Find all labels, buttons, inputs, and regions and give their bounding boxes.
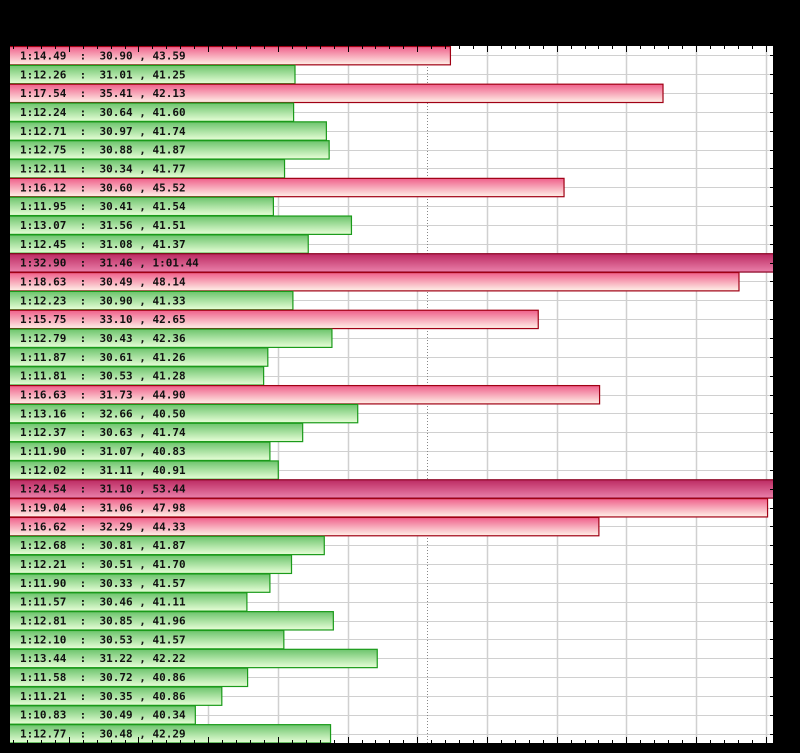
lap-bar: 1:11.58 : 30.72 , 40.86: [10, 667, 249, 688]
bar-label: 1:12.45 : 31.08 , 41.37: [20, 238, 186, 251]
lap-bar: 1:17.54 : 35.41 , 42.13: [10, 83, 664, 104]
bar-label: 1:11.90 : 30.33 , 41.57: [20, 577, 186, 590]
lap-bar: 1:10.83 : 30.49 , 40.34: [10, 705, 196, 725]
bar-label: 1:16.63 : 31.73 , 44.90: [20, 389, 186, 402]
bar-label: 1:24.54 : 31.10 , 53.44: [20, 483, 186, 496]
lap-bar: 1:12.26 : 31.01 , 41.25: [10, 64, 296, 85]
bar-label: 1:11.81 : 30.53 , 41.28: [20, 370, 186, 383]
bar-label: 1:12.26 : 31.01 , 41.25: [20, 68, 186, 81]
bar-label: 1:18.63 : 30.49 , 48.14: [20, 275, 186, 288]
lap-bar: 1:16.62 : 32.29 , 44.33: [10, 516, 600, 537]
lap-bar: 1:12.75 : 30.88 , 41.87: [10, 140, 330, 160]
bar-label: 1:13.16 : 32.66 , 40.50: [20, 407, 186, 420]
bar-label: 1:11.21 : 30.35 , 40.86: [20, 690, 186, 703]
lap-bar: 1:24.54 : 31.10 , 53.44: [10, 479, 773, 499]
bar-label: 1:12.23 : 30.90 , 41.33: [20, 294, 186, 307]
bar-label: 1:16.12 : 30.60 , 45.52: [20, 181, 186, 194]
bar-label: 1:12.24 : 30.64 , 41.60: [20, 106, 186, 119]
lap-bar: 1:32.90 : 31.46 , 1:01.44: [10, 253, 773, 273]
lap-bar: 1:14.49 : 30.90 , 43.59: [10, 46, 452, 66]
lap-bar: 1:12.11 : 30.34 , 41.77: [10, 158, 286, 179]
bar-rect: [10, 724, 332, 743]
bar-rect: [10, 177, 565, 198]
lap-bar: 1:11.90 : 31.07 , 40.83: [10, 441, 271, 462]
bar-label: 1:15.75 : 33.10 , 42.65: [20, 313, 186, 326]
lap-bar: 1:15.75 : 33.10 , 42.65: [10, 309, 539, 330]
bar-label: 1:11.58 : 30.72 , 40.86: [20, 671, 186, 684]
bar-label: 1:14.49 : 30.90 , 43.59: [20, 49, 186, 62]
bar-label: 1:11.90 : 31.07 , 40.83: [20, 445, 186, 458]
lap-bar: 1:11.81 : 30.53 , 41.28: [10, 366, 265, 386]
lap-bar: 1:13.07 : 31.56 , 41.51: [10, 215, 353, 235]
bar-label: 1:12.21 : 30.51 , 41.70: [20, 558, 186, 571]
lap-bar: 1:12.23 : 30.90 , 41.33: [10, 290, 294, 311]
lap-bar: 1:13.44 : 31.22 , 42.22: [10, 648, 378, 669]
lap-bar: 1:11.87 : 30.61 , 41.26: [10, 347, 269, 367]
lap-bar: 1:16.63 : 31.73 , 44.90: [10, 384, 601, 405]
lap-bar: 1:12.02 : 31.11 , 40.91: [10, 460, 279, 480]
bar-label: 1:11.57 : 30.46 , 41.11: [20, 596, 186, 609]
lap-bar: 1:11.95 : 30.41 , 41.54: [10, 196, 274, 217]
bar-label: 1:12.37 : 30.63 , 41.74: [20, 426, 186, 439]
bar-label: 1:19.04 : 31.06 , 47.98: [20, 502, 186, 515]
lap-bar: 1:18.63 : 30.49 , 48.14: [10, 271, 740, 292]
lap-bar: 1:11.21 : 30.35 , 40.86: [10, 686, 223, 706]
bar-label: 1:12.71 : 30.97 , 41.74: [20, 125, 186, 138]
lap-bar: 1:12.79 : 30.43 , 42.36: [10, 328, 333, 349]
bar-label: 1:13.07 : 31.56 , 41.51: [20, 219, 186, 232]
bar-label: 1:11.95 : 30.41 , 41.54: [20, 200, 186, 213]
lap-bar: 1:13.16 : 32.66 , 40.50: [10, 403, 359, 424]
lap-bar: 1:16.12 : 30.60 , 45.52: [10, 177, 565, 198]
lap-bar: 1:12.81 : 30.85 , 41.96: [10, 611, 334, 631]
bar-rect: [10, 271, 740, 292]
lap-bar: 1:11.57 : 30.46 , 41.11: [10, 592, 248, 612]
bar-label: 1:32.90 : 31.46 , 1:01.44: [20, 257, 199, 270]
bar-label: 1:16.62 : 32.29 , 44.33: [20, 520, 186, 533]
bar-label: 1:12.77 : 30.48 , 42.29: [20, 728, 186, 741]
lap-bar: 1:12.37 : 30.63 , 41.74: [10, 422, 304, 443]
bar-label: 1:12.81 : 30.85 , 41.96: [20, 615, 186, 628]
axis-ticks: [13, 46, 773, 743]
bar-label: 1:11.87 : 30.61 , 41.26: [20, 351, 186, 364]
lap-bar: 1:12.68 : 30.81 , 41.87: [10, 535, 325, 556]
bar-label: 1:12.11 : 30.34 , 41.77: [20, 162, 186, 175]
bar-rect: [10, 83, 664, 104]
bar-label: 1:13.44 : 31.22 , 42.22: [20, 652, 186, 665]
lap-bar: 1:12.21 : 30.51 , 41.70: [10, 554, 293, 575]
bar-label: 1:12.02 : 31.11 , 40.91: [20, 464, 186, 477]
lap-bar: 1:12.24 : 30.64 , 41.60: [10, 102, 295, 122]
bars: 1:14.49 : 30.90 , 43.59 1:12.26 : 31.01 ,…: [10, 46, 773, 743]
lap-bar: 1:12.10 : 30.53 , 41.57: [10, 629, 285, 650]
bar-label: 1:10.83 : 30.49 , 40.34: [20, 709, 186, 722]
lap-bar: 1:12.77 : 30.48 , 42.29: [10, 724, 332, 743]
bar-label: 1:12.75 : 30.88 , 41.87: [20, 144, 186, 157]
bar-label: 1:12.68 : 30.81 , 41.87: [20, 539, 186, 552]
lap-bar: 1:12.45 : 31.08 , 41.37: [10, 234, 309, 254]
bar-label: 1:12.10 : 30.53 , 41.57: [20, 633, 186, 646]
lap-bar: 1:12.71 : 30.97 , 41.74: [10, 121, 327, 141]
bar-label: 1:12.79 : 30.43 , 42.36: [20, 332, 186, 345]
lap-bar: 1:19.04 : 31.06 , 47.98: [10, 498, 769, 518]
bar-label: 1:17.54 : 35.41 , 42.13: [20, 87, 186, 100]
lap-bar: 1:11.90 : 30.33 , 41.57: [10, 573, 271, 593]
